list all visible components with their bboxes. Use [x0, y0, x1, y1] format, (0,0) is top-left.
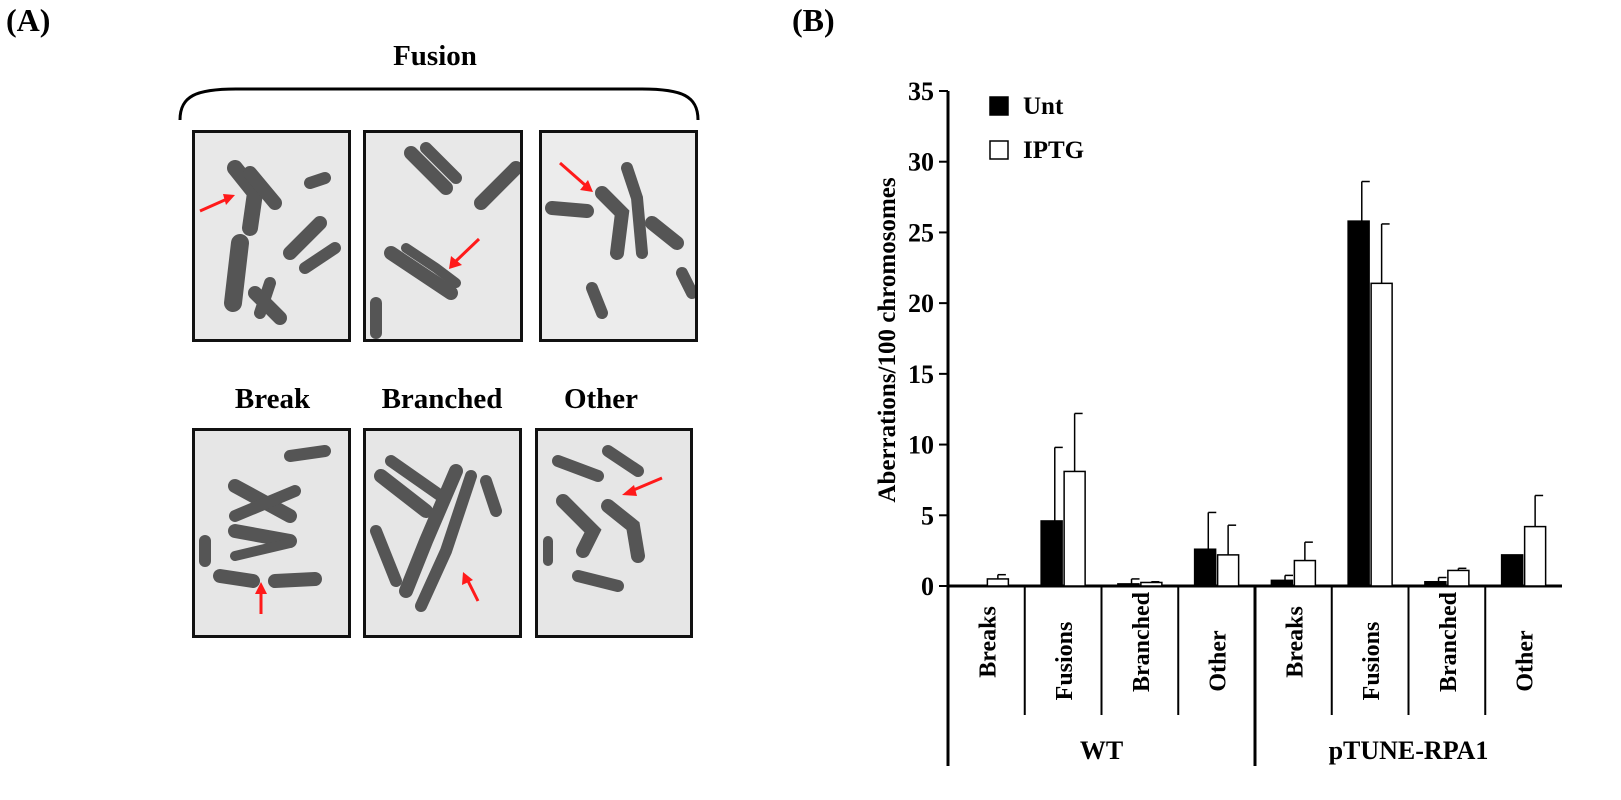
y-tick-label: 25: [908, 218, 934, 247]
bar-iptg: [1523, 525, 1547, 587]
bar-unt: [1424, 581, 1447, 587]
bar-iptg: [1293, 559, 1317, 587]
panel-b-label: (B): [792, 2, 835, 38]
category-label: Fusions: [1052, 622, 1078, 701]
bar-iptg: [1216, 554, 1240, 587]
category-label: Fusions: [1359, 622, 1385, 701]
branched-title: Branched: [381, 383, 503, 415]
red-arrow-icon: [559, 161, 593, 192]
bar-unt: [1347, 220, 1370, 587]
legend-label: IPTG: [1023, 137, 1084, 164]
bar-iptg: [1140, 581, 1163, 587]
bar-unt: [1117, 583, 1140, 587]
other-micrograph: [535, 428, 693, 638]
red-arrow-icon: [622, 476, 663, 496]
bar-unt: [1040, 520, 1063, 587]
bar-unt: [1500, 554, 1524, 587]
y-axis-label: Aberrations/100 chromosomes: [874, 177, 901, 502]
group-label: pTUNE-RPA1: [1329, 736, 1489, 765]
category-label: Branched: [1436, 591, 1462, 692]
fusion-micrograph-2: [363, 130, 523, 342]
group-label: WT: [1080, 736, 1123, 765]
bar-unt: [1270, 579, 1294, 587]
red-arrow-icon: [462, 572, 480, 602]
y-tick-label: 10: [908, 431, 934, 460]
fusion-micrograph-1: [192, 130, 351, 342]
legend-swatch-iptg: [989, 140, 1009, 160]
fusion-micrograph-3: [539, 130, 698, 342]
red-arrow-icon: [449, 237, 481, 269]
bar-unt: [1193, 548, 1217, 587]
break-title: Break: [234, 383, 311, 415]
y-tick-label: 15: [908, 360, 934, 389]
category-label: Other: [1513, 630, 1539, 692]
panel-a-label: (A): [6, 2, 51, 38]
fusion-bracket: [178, 87, 700, 121]
red-arrow-icon: [255, 582, 267, 614]
category-label: Breaks: [975, 606, 1001, 678]
break-micrograph: [192, 428, 351, 638]
y-tick-label: 20: [908, 289, 934, 318]
y-tick-label: 0: [921, 572, 934, 601]
bar-iptg: [986, 578, 1010, 587]
legend-label: Unt: [1023, 93, 1064, 120]
other-title: Other: [563, 383, 639, 415]
bar-iptg: [1447, 569, 1470, 587]
category-label: Other: [1206, 630, 1232, 692]
category-label: Branched: [1129, 591, 1155, 692]
bar-iptg: [1063, 470, 1086, 587]
fusion-title: Fusion: [393, 40, 477, 72]
bar-iptg: [1370, 282, 1393, 587]
legend-swatch-unt: [989, 96, 1009, 116]
y-tick-label: 35: [908, 77, 934, 106]
y-tick-label: 5: [921, 501, 934, 530]
category-label: Breaks: [1282, 606, 1308, 678]
red-arrow-icon: [199, 194, 235, 213]
branched-micrograph: [363, 428, 522, 638]
y-tick-label: 30: [908, 148, 934, 177]
